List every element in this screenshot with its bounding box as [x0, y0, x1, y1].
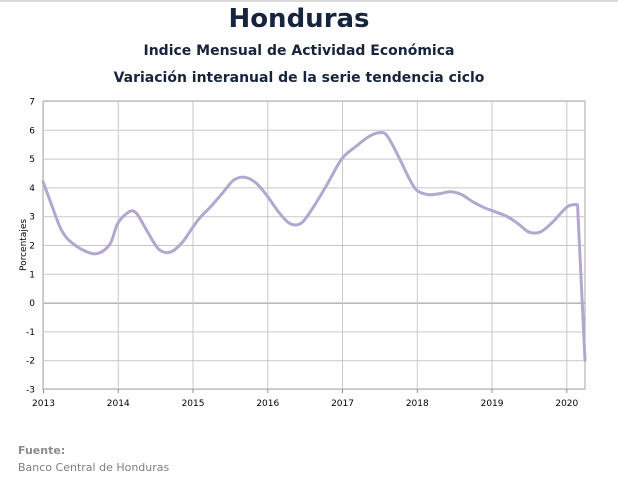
y-axis-label: Porcentajes — [19, 219, 29, 271]
x-tick-label: 2014 — [107, 399, 130, 409]
y-tick-label: 4 — [29, 184, 35, 194]
x-tick-label: 2018 — [406, 399, 429, 409]
x-tick-label: 2016 — [256, 399, 279, 409]
series-lines — [41, 130, 587, 362]
series-line — [41, 130, 587, 362]
y-tick-label: 7 — [29, 98, 35, 108]
x-tick-label: 2015 — [182, 399, 205, 409]
top-border — [0, 0, 618, 2]
y-tick-label: 0 — [29, 299, 35, 309]
chart-subtitle-1: Indice Mensual de Actividad Económica — [143, 43, 455, 59]
y-tick-label: 3 — [29, 213, 35, 223]
x-tick-label: 2013 — [32, 399, 55, 409]
y-tick-label: 5 — [29, 155, 35, 165]
y-tick-label: 6 — [29, 126, 35, 136]
gridlines — [42, 100, 586, 393]
chart-subtitle-2: Variación interanual de la serie tendenc… — [113, 70, 485, 86]
x-tick-label: 2017 — [331, 399, 354, 409]
y-tick-label: -2 — [26, 357, 35, 367]
chart-title: Honduras — [228, 4, 370, 34]
y-axis-ticks: 7 6 5 4 3 2 1 0 -1 -2 -3 — [26, 98, 35, 396]
x-tick-label: 2019 — [481, 399, 504, 409]
y-tick-label: -1 — [26, 328, 35, 338]
x-axis-ticks: 2013 2014 2015 2016 2017 2018 2019 2020 — [32, 399, 578, 409]
y-tick-label: 1 — [29, 270, 35, 280]
x-tick-label: 2020 — [555, 399, 578, 409]
source-text: Banco Central de Honduras — [18, 461, 170, 474]
y-tick-label: 2 — [29, 242, 35, 252]
source-label: Fuente: — [18, 444, 66, 457]
y-tick-label: -3 — [26, 386, 35, 396]
